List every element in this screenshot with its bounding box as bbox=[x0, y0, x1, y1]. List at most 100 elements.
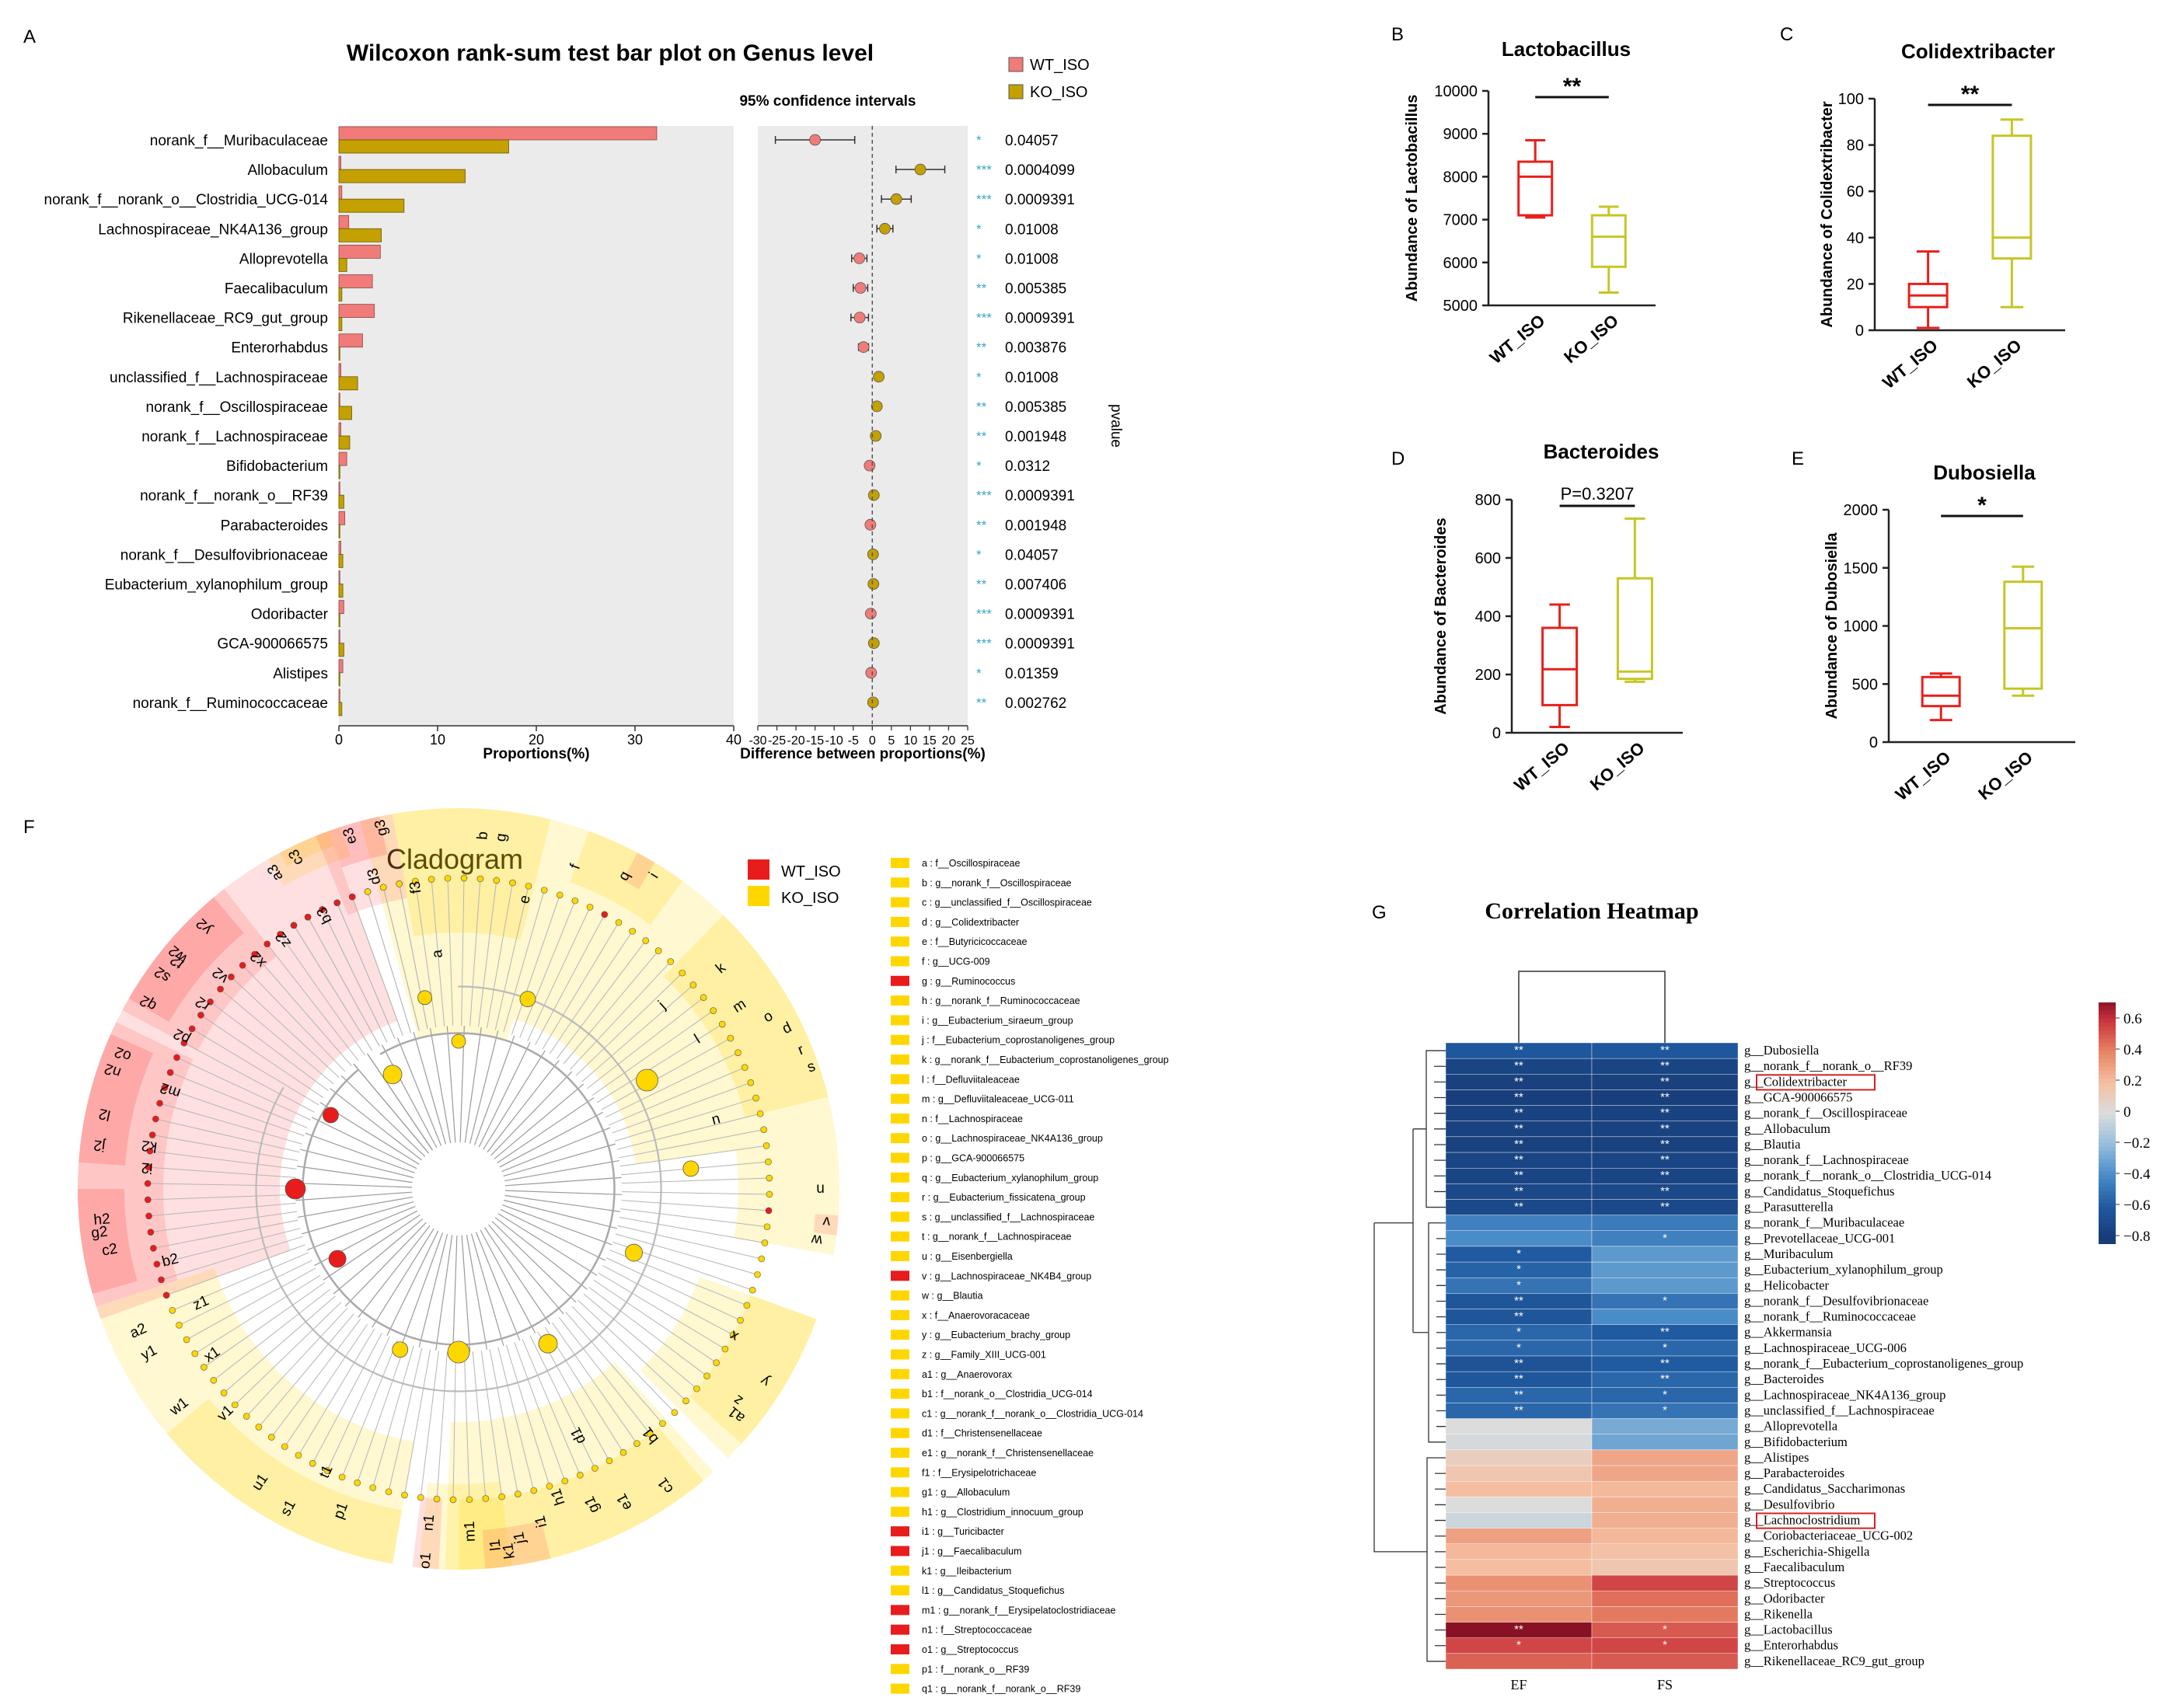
clade-node-wt bbox=[153, 1260, 161, 1268]
key-swatch-ko bbox=[891, 1074, 909, 1085]
clade-leaf-branch bbox=[591, 1010, 714, 1096]
clade-node-wt bbox=[188, 1025, 196, 1033]
key-entry: b1 : f__norank_o__Clostridia_UCG-014 bbox=[922, 1389, 1093, 1400]
heatmap-cell bbox=[1591, 1653, 1739, 1670]
clade-node-ko bbox=[338, 1473, 346, 1481]
key-swatch-ko bbox=[891, 858, 909, 868]
box-iqr bbox=[2003, 580, 2043, 690]
bar-category-label: norank_f__Desulfovibrionaceae bbox=[120, 547, 328, 563]
clade-branch bbox=[497, 1213, 598, 1276]
boxplot-category-label: WT_ISO bbox=[1510, 738, 1573, 795]
clade-leaf-branch bbox=[156, 1228, 301, 1265]
heatmap-title: Correlation Heatmap bbox=[1485, 898, 1698, 924]
clade-node-ko bbox=[295, 1452, 302, 1459]
clade-leaf-branch bbox=[234, 1302, 342, 1406]
clade-leaf-branch bbox=[284, 1323, 368, 1447]
clade-node-wt bbox=[156, 1100, 163, 1107]
clade-node-ko bbox=[369, 1484, 377, 1491]
bar-rows: norank_f__Muribaculaceae * 0.04057 Allobacu… bbox=[44, 126, 1075, 716]
clade-leaf-branch bbox=[254, 953, 352, 1066]
significance-stars: *** bbox=[976, 162, 992, 177]
clade-sector-wt bbox=[122, 888, 277, 1051]
heatmap-cell bbox=[1591, 1543, 1739, 1560]
clade-leaf-branch bbox=[602, 1265, 734, 1336]
clade-branch bbox=[358, 1225, 431, 1318]
diff-point bbox=[873, 371, 885, 383]
box-iqr bbox=[1616, 577, 1653, 681]
heatmap-row-label: g__Parabacteroides bbox=[1744, 1466, 1844, 1480]
clade-node-ko bbox=[412, 877, 419, 885]
key-entry: h1 : g__Clostridium_innocuum_group bbox=[922, 1507, 1084, 1518]
clade-node-ko bbox=[540, 887, 548, 894]
clade-node-wt bbox=[150, 1245, 157, 1252]
key-swatch-ko bbox=[891, 1152, 909, 1163]
clade-leaf-branch bbox=[431, 879, 445, 1027]
heatmap-cell-star: * bbox=[1663, 1639, 1667, 1652]
boxplot-y-tick-label: 600 bbox=[1475, 550, 1501, 567]
colorbar-segment bbox=[2099, 1038, 2116, 1044]
clade-node-wt bbox=[333, 899, 341, 907]
panel-label-e: E bbox=[1792, 448, 1804, 469]
clade-node-ko bbox=[561, 1477, 569, 1485]
clade-leaf-branch bbox=[149, 1150, 297, 1169]
heatmap-row-label: g__Akkermansia bbox=[1744, 1325, 1832, 1340]
heatmap-row-label: g__Lactobacillus bbox=[1744, 1623, 1833, 1637]
pvalue-text: 0.0009391 bbox=[1005, 311, 1075, 327]
clade-node-ko bbox=[727, 1034, 735, 1042]
heatmap-cell bbox=[1445, 1230, 1593, 1247]
clade-node-ko bbox=[646, 1430, 654, 1438]
clade-node-ko bbox=[476, 875, 484, 883]
colorbar-segment bbox=[2099, 1079, 2116, 1084]
diff-point bbox=[871, 400, 883, 413]
clade-leaf-branch bbox=[148, 1202, 296, 1217]
key-swatch-ko bbox=[891, 1683, 909, 1694]
heatmap-cell-star: * bbox=[1663, 1341, 1667, 1354]
key-entry: r : g__Eubacterium_fissicatena_group bbox=[922, 1192, 1086, 1203]
panel-a-wilcoxon-bar-plot: Wilcoxon rank-sum test bar plot on Genus… bbox=[44, 40, 1124, 762]
clade-node-ko bbox=[765, 1158, 772, 1166]
significance-annotation: ** bbox=[1563, 74, 1582, 99]
clade-leaf-branch bbox=[478, 880, 497, 1027]
clade-leaf-branch bbox=[522, 1339, 581, 1476]
clade-node-wt bbox=[173, 1054, 180, 1061]
clade-node-ko bbox=[210, 1376, 218, 1384]
bar-wt bbox=[338, 185, 343, 200]
bar-wt bbox=[338, 570, 340, 584]
clade-node-wt bbox=[158, 1276, 165, 1284]
bar-x-label: Proportions(%) bbox=[483, 746, 589, 762]
colorbar-segment bbox=[2099, 1175, 2116, 1180]
bar-ko bbox=[338, 672, 340, 687]
clade-node-ko bbox=[530, 1487, 538, 1494]
panel-g-correlation-heatmap: Correlation Heatmap ** ** g__Dubosiella** *… bbox=[1373, 898, 2151, 1692]
key-swatch-ko bbox=[891, 1427, 909, 1438]
row-dendrogram bbox=[1373, 1050, 1446, 1662]
clade-leaf-branch bbox=[148, 1183, 296, 1187]
bar-ko bbox=[338, 169, 466, 183]
colorbar-segment bbox=[2099, 1219, 2116, 1225]
clade-node-wt bbox=[263, 940, 271, 948]
colorbar-segment bbox=[2099, 1046, 2116, 1051]
clade-sector-ko bbox=[734, 1135, 839, 1256]
clade-leaf-branch bbox=[621, 1177, 769, 1184]
pvalue-text: 0.005385 bbox=[1005, 399, 1066, 416]
key-swatch-ko bbox=[891, 995, 909, 1006]
significance-stars: ** bbox=[976, 577, 987, 592]
heatmap-cell-star: ** bbox=[1660, 1326, 1670, 1339]
heatmap-row-label: g__Streptococcus bbox=[1744, 1575, 1835, 1590]
heatmap-cell-star: ** bbox=[1660, 1075, 1670, 1088]
clade-leaf-branch bbox=[587, 997, 704, 1089]
clade-leaf-branch bbox=[220, 988, 334, 1085]
clade-leaf-branch bbox=[461, 878, 465, 1027]
colorbar-segment bbox=[2099, 1195, 2116, 1201]
clade-leaf-branch bbox=[578, 1299, 686, 1402]
clade-branch bbox=[295, 1191, 413, 1201]
clade-leaf-branch bbox=[619, 1129, 764, 1159]
clade-node-wt bbox=[180, 1039, 188, 1047]
clade-node-wt bbox=[228, 973, 235, 981]
bar-category-label: Eubacterium_xylanophilum_group bbox=[105, 577, 328, 594]
clade-node-ko bbox=[703, 1372, 710, 1380]
heatmap-cell bbox=[1445, 1512, 1593, 1528]
key-entry: x : f__Anaerovoracaceae bbox=[922, 1310, 1030, 1321]
clade-leaf-branch bbox=[505, 1344, 550, 1487]
